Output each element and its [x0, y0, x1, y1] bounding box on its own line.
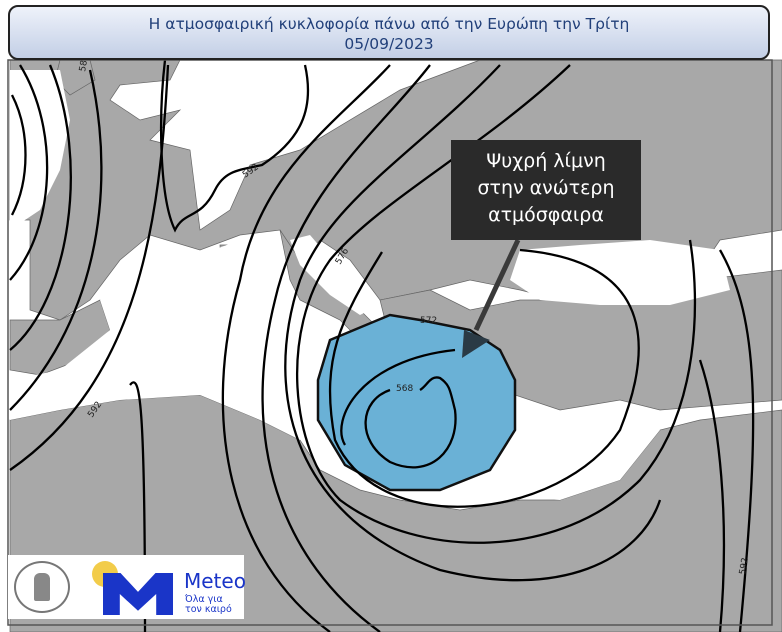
observatory-seal-icon [14, 561, 70, 613]
cold-pool-callout: Ψυχρή λίμνη στην ανώτερη ατμόσφαιρα [451, 140, 641, 240]
contour [261, 64, 431, 632]
title-banner: Η ατμοσφαιρική κυκλοφορία πάνω από την Ε… [8, 5, 770, 60]
contour [221, 64, 391, 632]
contour [328, 248, 640, 508]
callout-line: στην ανώτερη [477, 177, 615, 199]
callout-arrow [462, 238, 521, 358]
brand-slogan: Όλα για τον καιρό [185, 595, 232, 615]
meteo-m-logo-icon [103, 573, 173, 615]
geopotential-contours [9, 59, 755, 632]
contour [9, 64, 72, 351]
contour [129, 381, 147, 632]
contour [9, 64, 170, 471]
contour [9, 64, 49, 281]
logo-panel: Meteo Όλα για τον καιρό [8, 555, 246, 619]
contour [698, 359, 726, 632]
slogan-line: τον καιρό [185, 604, 232, 615]
contour [9, 69, 103, 411]
callout-line: Ψυχρή λίμνη [486, 150, 606, 172]
date: 05/09/2023 [344, 35, 434, 53]
contour-label: 572 [420, 316, 437, 326]
slogan-line: Όλα για [185, 594, 223, 605]
contour [296, 64, 697, 544]
contour [364, 376, 457, 469]
contour-label: 592 [738, 557, 751, 576]
contour-label: 568 [396, 384, 413, 394]
title: Η ατμοσφαιρική κυκλοφορία πάνω από την Ε… [148, 15, 630, 33]
brand-name: Meteo [184, 569, 246, 593]
sea-mediterranean [10, 240, 330, 440]
callout-line: ατμόσφαιρα [488, 204, 604, 226]
sea-black-sea [510, 240, 730, 305]
sea-atlantic [10, 70, 70, 230]
contour [159, 59, 310, 233]
cold-pool-area [316, 313, 517, 492]
contour [284, 64, 662, 582]
contour [719, 249, 755, 632]
contour [10, 94, 27, 216]
contour [340, 348, 456, 446]
map-frame [7, 59, 773, 626]
